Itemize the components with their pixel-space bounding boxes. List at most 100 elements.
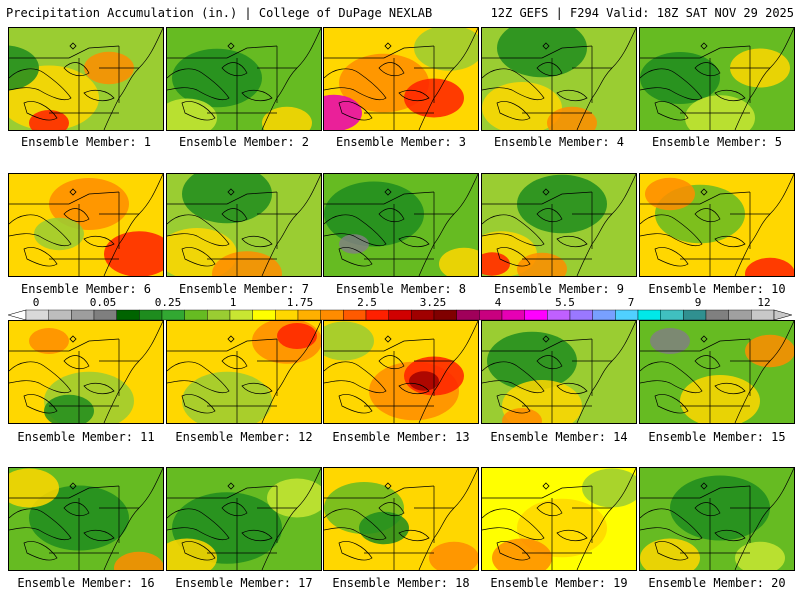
run-valid-time: 12Z GEFS | F294 Valid: 18Z SAT NOV 29 20… [490, 6, 794, 20]
colorbar-swatch [388, 309, 412, 321]
ensemble-member-map [481, 27, 637, 131]
precipitation-field [482, 321, 636, 423]
colorbar-swatch [275, 309, 299, 321]
ensemble-member-map [166, 320, 322, 424]
ensemble-member-map [639, 27, 795, 131]
colorbar-tick-label: 0.25 [154, 296, 182, 309]
colorbar-swatch [411, 309, 435, 321]
ensemble-member-label: Ensemble Member: 8 [335, 282, 467, 296]
ensemble-member-map [8, 467, 164, 571]
ensemble-member-label: Ensemble Member: 20 [648, 576, 786, 590]
colorbar-tick-label: 0 [32, 296, 40, 309]
ensemble-member-map [323, 320, 479, 424]
colorbar-swatch [93, 309, 117, 321]
ensemble-member-label: Ensemble Member: 1 [20, 135, 152, 149]
precipitation-field [167, 174, 321, 276]
ensemble-member-label: Ensemble Member: 16 [17, 576, 155, 590]
ensemble-member-label: Ensemble Member: 2 [178, 135, 310, 149]
ensemble-member-map [323, 173, 479, 277]
colorbar-tick-label: 1.75 [286, 296, 314, 309]
colorbar-swatch [116, 309, 140, 321]
colorbar-swatch [456, 309, 480, 321]
precipitation-field [482, 28, 636, 130]
ensemble-member-map [166, 467, 322, 571]
precipitation-field [640, 28, 794, 130]
colorbar-swatch [479, 309, 503, 321]
colorbar-tick-label: 9 [694, 296, 702, 309]
ensemble-member-map [166, 173, 322, 277]
colorbar-tick-label: 12 [757, 296, 771, 309]
colorbar-swatch [48, 309, 72, 321]
ensemble-member-label: Ensemble Member: 19 [490, 576, 628, 590]
ensemble-member-label: Ensemble Member: 18 [332, 576, 470, 590]
ensemble-member-map [8, 173, 164, 277]
colorbar-swatch [547, 309, 571, 321]
colorbar-swatch [343, 309, 367, 321]
precipitation-field [9, 28, 163, 130]
colorbar-tick-label: 4 [494, 296, 502, 309]
colorbar-min-arrow [8, 309, 27, 321]
colorbar-swatch [433, 309, 457, 321]
ensemble-member-label: Ensemble Member: 13 [332, 430, 470, 444]
ensemble-member-map [323, 467, 479, 571]
precipitation-field [640, 174, 794, 276]
colorbar-swatch [365, 309, 389, 321]
precipitation-field [167, 468, 321, 570]
ensemble-member-map [481, 320, 637, 424]
ensemble-member-label: Ensemble Member: 7 [178, 282, 310, 296]
ensemble-member-label: Ensemble Member: 5 [651, 135, 783, 149]
precipitation-field [482, 174, 636, 276]
ensemble-member-map [166, 27, 322, 131]
precipitation-field [324, 174, 478, 276]
colorbar-swatch [524, 309, 548, 321]
ensemble-member-map [8, 27, 164, 131]
colorbar-swatch [207, 309, 231, 321]
colorbar-tick-label: 1 [229, 296, 237, 309]
precipitation-field [324, 28, 478, 130]
colorbar-tick-label: 7 [627, 296, 635, 309]
colorbar-swatch [139, 309, 163, 321]
ensemble-member-label: Ensemble Member: 4 [493, 135, 625, 149]
precipitation-field [482, 468, 636, 570]
colorbar-swatch [728, 309, 752, 321]
colorbar-swatch [184, 309, 208, 321]
ensemble-member-label: Ensemble Member: 12 [175, 430, 313, 444]
colorbar-swatch [501, 309, 525, 321]
colorbar-swatch [705, 309, 729, 321]
ensemble-member-label: Ensemble Member: 15 [648, 430, 786, 444]
colorbar-swatch [569, 309, 593, 321]
ensemble-member-map [639, 320, 795, 424]
ensemble-member-label: Ensemble Member: 14 [490, 430, 628, 444]
colorbar-swatch [615, 309, 639, 321]
colorbar-max-arrow [773, 309, 792, 321]
precipitation-field [640, 468, 794, 570]
ensemble-member-map [481, 467, 637, 571]
colorbar-swatch [592, 309, 616, 321]
precipitation-field [167, 321, 321, 423]
colorbar-swatch [71, 309, 95, 321]
precipitation-field [324, 321, 478, 423]
ensemble-member-label: Ensemble Member: 6 [20, 282, 152, 296]
precipitation-field [9, 174, 163, 276]
colorbar-tick-label: 2.5 [357, 296, 377, 309]
colorbar-tick-label: 0.05 [89, 296, 117, 309]
ensemble-member-map [639, 467, 795, 571]
ensemble-member-label: Ensemble Member: 11 [17, 430, 155, 444]
colorbar-tick-label: 5.5 [555, 296, 575, 309]
colorbar-swatch [751, 309, 775, 321]
ensemble-member-label: Ensemble Member: 9 [493, 282, 625, 296]
precipitation-field [324, 468, 478, 570]
map-title: Precipitation Accumulation (in.) | Colle… [6, 6, 433, 20]
colorbar-swatch [161, 309, 185, 321]
ensemble-member-label: Ensemble Member: 17 [175, 576, 313, 590]
colorbar-swatch [252, 309, 276, 321]
colorbar-swatch [660, 309, 684, 321]
colorbar-swatch [297, 309, 321, 321]
precipitation-field [9, 468, 163, 570]
colorbar [8, 309, 792, 321]
ensemble-member-map [323, 27, 479, 131]
ensemble-member-map [8, 320, 164, 424]
ensemble-member-label: Ensemble Member: 10 [648, 282, 786, 296]
colorbar-swatch [229, 309, 253, 321]
colorbar-tick-label: 3.25 [419, 296, 447, 309]
